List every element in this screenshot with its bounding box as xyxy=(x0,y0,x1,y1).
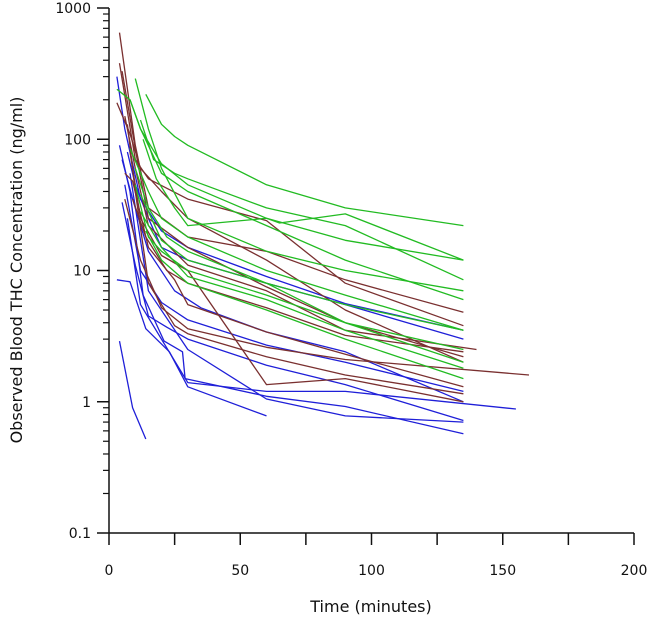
plot-lines xyxy=(116,32,530,440)
y-ticks: 0.1 1 10 100 1000 xyxy=(55,1,109,542)
x-tick-label: 100 xyxy=(358,563,385,579)
series-line-green-23 xyxy=(134,78,464,292)
series-line-blue-6 xyxy=(126,218,516,410)
series-line-blue-4 xyxy=(121,202,464,422)
series-line-blue-1 xyxy=(118,340,147,440)
series-line-blue-5 xyxy=(124,184,464,393)
series-line-green-28 xyxy=(139,194,464,331)
series-line-green-31 xyxy=(139,211,464,369)
series-line-green-32 xyxy=(145,230,464,380)
y-tick-label: 100 xyxy=(64,132,91,148)
series-line-brown-11 xyxy=(118,32,464,313)
x-tick-label: 50 xyxy=(231,563,249,579)
series-line-blue-2 xyxy=(116,279,267,417)
series-line-brown-20 xyxy=(131,198,464,353)
series-line-brown-17 xyxy=(124,198,530,376)
series-line-green-25 xyxy=(139,119,464,281)
series-line-blue-3 xyxy=(118,145,464,435)
series-line-green-24 xyxy=(145,93,464,227)
x-ticks: 0 50 100 150 200 xyxy=(105,533,647,579)
series-line-blue-8 xyxy=(116,76,464,331)
x-tick-label: 200 xyxy=(621,563,647,579)
y-tick-label: 1 xyxy=(82,395,91,411)
x-axis-title: Time (minutes) xyxy=(309,597,432,616)
series-line-green-27 xyxy=(129,148,464,331)
y-tick-label: 1000 xyxy=(55,1,91,17)
series-line-brown-18 xyxy=(126,124,464,395)
y-axis-title: Observed Blood THC Concentration (ng/ml) xyxy=(7,97,26,444)
y-tick-label: 0.1 xyxy=(69,526,91,542)
x-tick-label: 0 xyxy=(105,563,114,579)
series-line-green-26 xyxy=(142,139,464,261)
series-line-brown-15 xyxy=(124,115,477,351)
y-tick-label: 10 xyxy=(73,264,91,280)
series-line-green-22 xyxy=(129,99,464,301)
series-line-green-21 xyxy=(116,88,464,261)
x-tick-label: 150 xyxy=(489,563,516,579)
